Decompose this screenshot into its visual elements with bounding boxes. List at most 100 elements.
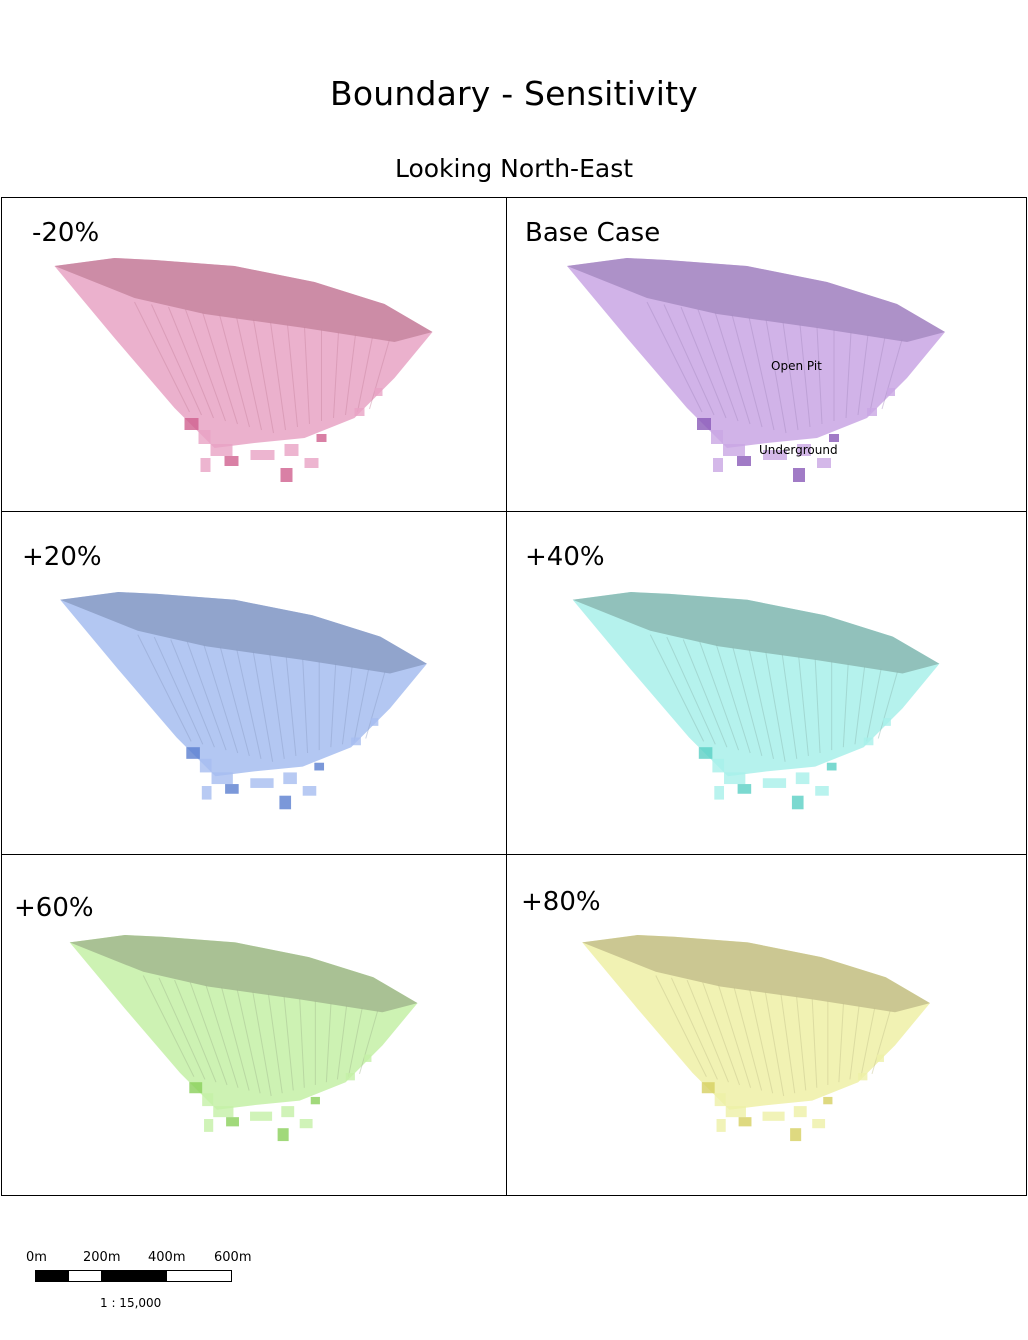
underground-block bbox=[184, 418, 199, 430]
pit-striation bbox=[253, 319, 274, 434]
pit-striation bbox=[205, 984, 239, 1088]
pit-striation bbox=[699, 641, 740, 751]
underground-block bbox=[713, 458, 723, 472]
pit-crest bbox=[60, 592, 427, 674]
pit-striation bbox=[765, 319, 787, 434]
pit-striation bbox=[365, 670, 386, 739]
underground-block bbox=[310, 1096, 320, 1105]
underground-block bbox=[876, 1054, 884, 1062]
pit-striation bbox=[158, 977, 206, 1080]
pit-striation bbox=[269, 654, 285, 759]
underground-block bbox=[314, 762, 325, 771]
panel-label: -20% bbox=[32, 218, 100, 248]
underground-block bbox=[791, 795, 804, 810]
underground-block bbox=[189, 1082, 203, 1094]
pit-striation bbox=[798, 656, 809, 756]
pit-striation bbox=[814, 658, 821, 754]
scale-ratio: 1 : 15,000 bbox=[100, 1296, 162, 1310]
pit-shell-icon bbox=[572, 592, 940, 810]
underground-block bbox=[284, 444, 299, 456]
scale-segment bbox=[101, 1270, 167, 1282]
underground-block bbox=[701, 1082, 715, 1094]
pit-striation bbox=[287, 324, 298, 428]
pit-striation bbox=[816, 326, 823, 425]
underground-block bbox=[738, 1117, 752, 1127]
underground-block bbox=[697, 418, 711, 430]
pit-striation bbox=[732, 646, 763, 757]
pit-striation bbox=[151, 304, 202, 416]
shell-group bbox=[567, 258, 945, 482]
underground-block bbox=[345, 1073, 355, 1081]
panel-grid: -20% Base Case Open Pit Underground +20%… bbox=[1, 197, 1027, 1196]
pit-striation bbox=[357, 336, 373, 413]
underground-block bbox=[829, 434, 839, 442]
shell-group bbox=[572, 592, 940, 810]
underground-block bbox=[277, 1128, 289, 1142]
pit-striation bbox=[857, 334, 869, 416]
pit-striation bbox=[731, 314, 763, 428]
underground-block bbox=[225, 784, 239, 794]
underground-block bbox=[364, 1054, 372, 1062]
underground-block bbox=[714, 786, 725, 800]
panel-label: +40% bbox=[525, 542, 605, 572]
underground-block bbox=[250, 778, 274, 788]
pit-striation bbox=[849, 1005, 860, 1080]
underground-block bbox=[815, 786, 829, 796]
pit-striation bbox=[359, 1009, 379, 1075]
pit-striation bbox=[749, 989, 774, 1094]
pit-crest bbox=[582, 935, 930, 1013]
underground-block bbox=[812, 1119, 826, 1129]
pit-striation bbox=[717, 984, 752, 1088]
pit-striation bbox=[341, 666, 353, 745]
pit-striation bbox=[153, 636, 204, 745]
pit-striation bbox=[369, 339, 390, 410]
pit-striation bbox=[137, 634, 192, 742]
underground-block bbox=[280, 468, 293, 482]
shell-group bbox=[582, 935, 930, 1142]
pit-striation bbox=[345, 334, 356, 416]
pit-striation bbox=[842, 663, 849, 748]
pit-striation bbox=[666, 636, 716, 745]
underground-block bbox=[316, 434, 327, 442]
pit-striation bbox=[796, 996, 807, 1091]
underground-block bbox=[823, 1096, 833, 1105]
underground-block bbox=[213, 1106, 234, 1118]
pit-striation bbox=[189, 982, 228, 1086]
pit-striation bbox=[221, 986, 250, 1091]
shell-group bbox=[60, 592, 427, 810]
pit-striation bbox=[174, 979, 217, 1083]
pit-striation bbox=[781, 654, 798, 759]
underground-block bbox=[202, 1093, 214, 1107]
underground-block bbox=[858, 1073, 868, 1081]
underground-block bbox=[793, 1106, 807, 1118]
pit-striation bbox=[186, 641, 227, 751]
underground-block bbox=[725, 1106, 746, 1118]
pit-crest bbox=[572, 592, 940, 674]
page-subtitle: Looking North-East bbox=[394, 154, 634, 183]
underground-block bbox=[723, 444, 745, 456]
pit-striation bbox=[302, 658, 309, 754]
scale-bar-icon: 0m 200m 400m 600m 1 : 15,000 bbox=[24, 1250, 264, 1320]
underground-block bbox=[370, 718, 379, 726]
pit-crest bbox=[567, 258, 945, 342]
pit-striation bbox=[219, 646, 250, 757]
pit-striation bbox=[714, 311, 751, 425]
underground-block bbox=[883, 718, 891, 726]
underground-block bbox=[299, 1119, 313, 1129]
pit-striation bbox=[219, 314, 250, 428]
pit-striation bbox=[285, 656, 297, 756]
pit-striation bbox=[333, 331, 339, 419]
pit-shell-icon bbox=[54, 258, 433, 482]
panel-plus-20: +20% bbox=[2, 512, 507, 855]
pit-striation bbox=[715, 644, 751, 754]
underground-label: Underground bbox=[759, 443, 838, 457]
pit-striation bbox=[336, 1005, 348, 1080]
pit-striation bbox=[202, 311, 238, 425]
panel-label: +60% bbox=[14, 893, 94, 923]
pit-striation bbox=[860, 1007, 876, 1077]
underground-block bbox=[793, 468, 805, 482]
pit-striation bbox=[733, 986, 763, 1091]
open-pit-label: Open Pit bbox=[771, 359, 822, 373]
pit-striation bbox=[252, 651, 274, 762]
scale-tick-label: 600m bbox=[214, 1250, 252, 1265]
